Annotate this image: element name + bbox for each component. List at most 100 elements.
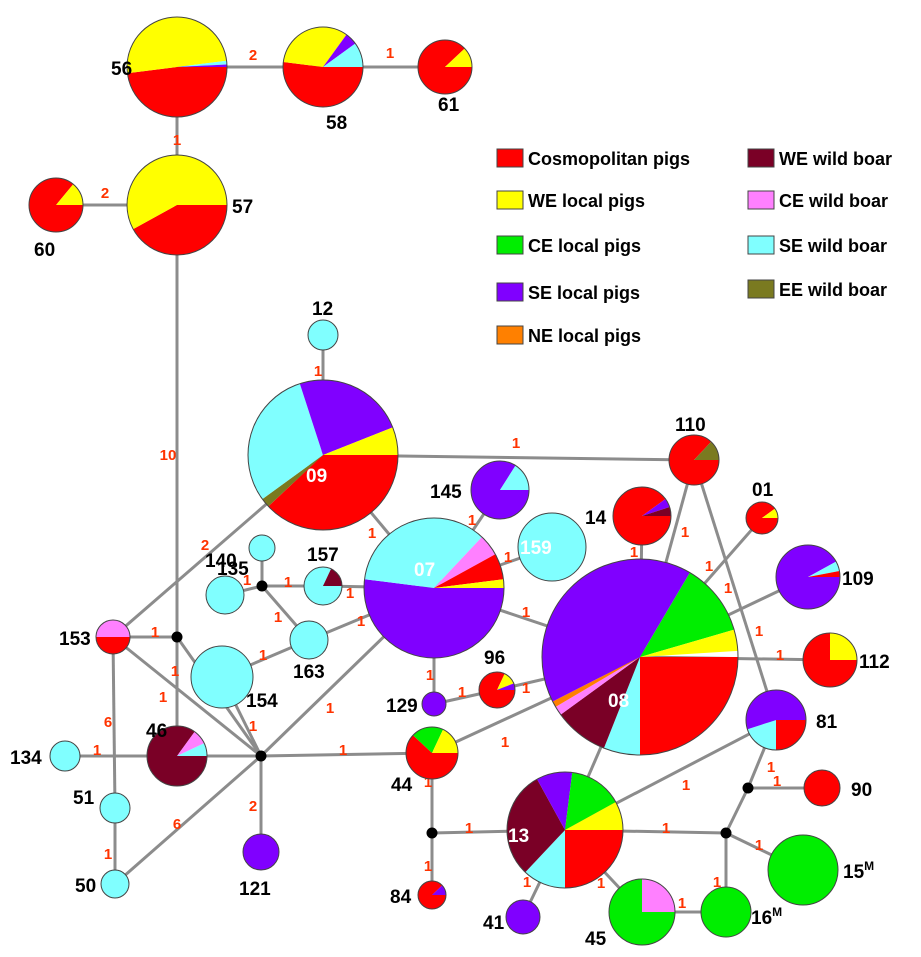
pie-slice-se_local: [363, 579, 504, 659]
legend-swatch: [496, 325, 524, 345]
haplotype-96: 96: [478, 648, 516, 709]
haplotype-09: 09: [247, 379, 399, 531]
haplotype-number: 07: [414, 560, 435, 581]
step-label: 10: [160, 447, 177, 464]
pie-slice-cosmopolitan: [808, 571, 840, 577]
median-vector: [255, 750, 267, 762]
pie-slice-se_boar: [177, 743, 207, 756]
pie-outline: [126, 16, 228, 118]
step-label: 1: [426, 667, 434, 684]
haplotype-number: 163: [293, 662, 325, 683]
haplotype-number: 58: [326, 113, 347, 134]
step-label: 2: [249, 798, 257, 815]
legend-label: NE local pigs: [528, 326, 641, 346]
haplotype-number: 153: [59, 629, 91, 650]
pie-slice-se_boar: [177, 60, 227, 67]
pie-slice-se_boar: [248, 534, 276, 562]
haplotype-number: 140: [205, 551, 237, 572]
step-label: 1: [159, 689, 167, 706]
step-label: 1: [678, 895, 686, 912]
pie-slice-we_local: [434, 579, 504, 588]
haplotype-label: 84: [390, 887, 412, 908]
step-label: 1: [465, 820, 473, 837]
step-label: 1: [93, 742, 101, 759]
pie-outline: [612, 486, 672, 546]
haplotype-50: 50: [75, 869, 130, 899]
haplotype-46: 46: [146, 721, 208, 787]
haplotype-label: 16M: [751, 905, 782, 929]
step-label: 1: [243, 572, 251, 589]
haplotype-51: 51: [73, 788, 131, 824]
legend-item-ee_boar: EE wild boar: [747, 279, 887, 300]
haplotype-label: 01: [752, 480, 774, 501]
pie-slice-se_local: [242, 833, 280, 871]
haplotype-08: 08: [541, 558, 739, 756]
haplotype-number: 45: [585, 929, 607, 950]
haplotype-number: 44: [391, 775, 413, 796]
haplotype-58: 58: [282, 26, 364, 134]
pie-slice-cosmopolitan: [803, 769, 841, 807]
haplotype-number: 157: [307, 545, 339, 566]
edge-110-81: [692, 459, 778, 721]
step-label: 1: [458, 684, 466, 701]
haplotype-label: 58: [326, 113, 347, 134]
haplotype-number: 09: [306, 466, 327, 487]
pie-outline: [95, 619, 131, 655]
haplotype-label: 112: [859, 652, 890, 673]
haplotype-label: 163: [293, 662, 325, 683]
haplotype-112: 112: [802, 632, 890, 688]
step-label: 1: [259, 647, 267, 664]
pie-slice-ce_boar: [642, 879, 675, 912]
haplotype-number: 51: [73, 788, 95, 809]
pie-slice-ee_boar: [262, 455, 323, 507]
legend-item-se_boar: SE wild boar: [747, 235, 887, 256]
pie-slice-we_local: [127, 17, 227, 74]
pie-outline: [126, 154, 228, 256]
haplotype-135: 135: [217, 534, 276, 580]
haplotype-label: 15M: [843, 859, 874, 883]
haplotype-label: 121: [239, 879, 271, 900]
step-label: 1: [724, 580, 732, 597]
pie-slice-cosmopolitan: [418, 881, 446, 910]
pie-slice-se_boar: [500, 465, 529, 490]
haplotype-14: 14: [585, 486, 672, 546]
pie-slice-ce_boar: [434, 536, 496, 588]
haplotype-81: 81: [745, 689, 838, 751]
pie-slice-ce_boar: [555, 657, 640, 715]
step-label: 2: [101, 185, 109, 202]
haplotype-number: 134: [10, 748, 42, 769]
haplotype-label: 14: [585, 508, 607, 529]
haplotype-label: 08: [608, 691, 629, 712]
haplotype-number: 129: [386, 696, 418, 717]
legend-swatch: [496, 235, 524, 255]
legend-item-we_boar: WE wild boar: [747, 148, 892, 169]
haplotype-label: 12: [312, 299, 333, 320]
pie-slice-se_local: [432, 885, 446, 895]
pie-slice-ce_local: [767, 834, 839, 906]
haplotype-12: 12: [307, 299, 339, 351]
haplotype-label: 134: [10, 748, 42, 769]
step-label: 6: [173, 816, 181, 833]
haplotype-number: 81: [816, 712, 838, 733]
edge-153-51: [111, 636, 117, 809]
step-label: 1: [682, 777, 690, 794]
pie-outline: [541, 558, 739, 756]
pie-slice-cosmopolitan: [565, 830, 623, 888]
haplotype-number: 109: [842, 569, 874, 590]
haplotype-label: 09: [306, 466, 327, 487]
median-vector: [256, 580, 268, 592]
pie-outline: [470, 460, 530, 520]
haplotype-number: 145: [430, 482, 462, 503]
median-vector: [742, 782, 754, 794]
step-label: 1: [662, 820, 670, 837]
legend-label: SE wild boar: [779, 236, 887, 256]
step-label: 2: [201, 537, 209, 554]
haplotype-159: 159: [517, 512, 587, 582]
pie-slice-we_boar: [323, 568, 342, 586]
haplotype-01: 01: [745, 480, 779, 535]
pie-slice-we_local: [762, 508, 778, 518]
pie-outline: [745, 689, 807, 751]
haplotype-label: 57: [232, 197, 253, 218]
legend-label: WE local pigs: [528, 191, 645, 211]
legend-swatch: [747, 235, 775, 255]
